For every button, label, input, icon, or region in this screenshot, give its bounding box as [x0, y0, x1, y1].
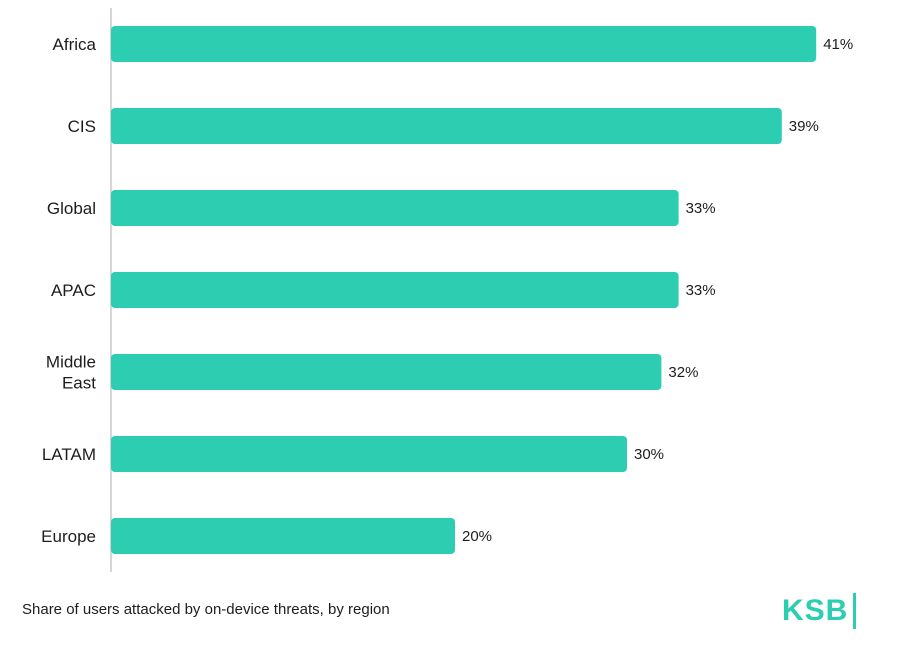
bar-europe [111, 518, 455, 554]
category-label: LATAM [42, 445, 96, 464]
bar-global [111, 190, 679, 226]
bar-latam [111, 436, 627, 472]
value-label: 20% [462, 528, 492, 545]
value-label: 33% [686, 200, 716, 217]
ksb-logo: KSB [782, 592, 857, 630]
bar-apac [111, 272, 679, 308]
value-label: 32% [668, 364, 698, 381]
bar-africa [111, 26, 817, 62]
bar-cis [111, 108, 782, 144]
category-label: Europe [41, 527, 96, 546]
bar-middle-east [111, 354, 662, 390]
logo-bar [853, 593, 857, 629]
chart-caption: Share of users attacked by on-device thr… [22, 601, 390, 618]
value-label: 39% [789, 118, 819, 135]
category-label: APAC [51, 281, 96, 300]
bar-chart: Africa 41% CIS 39% Global 33% APAC 33% Middle Eas… [41, 8, 853, 572]
value-label: 30% [634, 446, 664, 463]
value-label: 33% [686, 282, 716, 299]
value-label: 41% [823, 36, 853, 53]
category-label: CIS [68, 117, 96, 136]
category-label: Global [47, 199, 96, 218]
category-label: Africa [53, 35, 97, 54]
category-label: Middle East [46, 353, 96, 393]
logo-text: KSB [782, 594, 849, 627]
